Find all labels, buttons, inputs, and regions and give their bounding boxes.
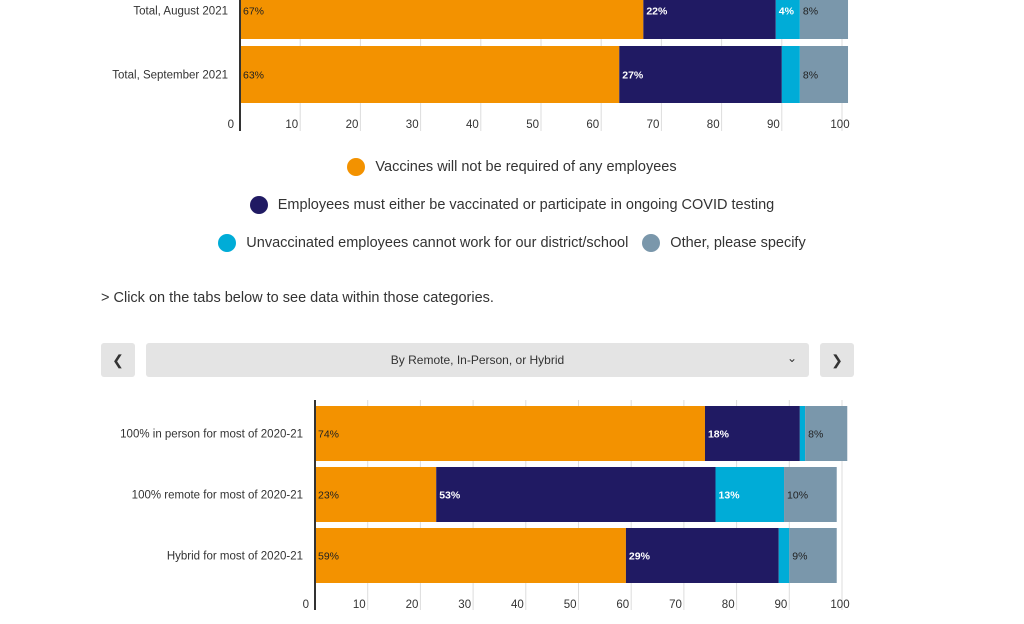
x-tick-label: 70 — [669, 599, 682, 611]
legend-item-other[interactable]: Other, please specify — [642, 234, 806, 252]
dropdown-selected-label: By Remote, In-Person, or Hybrid — [390, 353, 565, 367]
data-label: 8% — [803, 70, 818, 82]
data-label: 74% — [318, 429, 339, 441]
bar-segment-vax-or-test[interactable] — [619, 46, 782, 103]
bar-segment-other[interactable] — [799, 46, 849, 103]
bar-segment-not-required[interactable] — [315, 406, 705, 461]
x-tick-label: 0 — [228, 119, 234, 131]
x-tick-label: 60 — [586, 119, 599, 131]
bar-segment-unvax[interactable] — [781, 46, 800, 103]
bar-segment-vax-or-test[interactable] — [704, 406, 800, 461]
bar-segment-unvax[interactable] — [799, 406, 806, 461]
legend-row-3: Unvaccinated employees cannot work for o… — [0, 234, 1024, 252]
legend-marker-vax-or-test — [249, 196, 268, 214]
legend-item-unvax-cannot-work[interactable]: Unvaccinated employees cannot work for o… — [218, 234, 628, 252]
bar-segment-unvax[interactable] — [778, 528, 790, 583]
x-tick-label: 20 — [406, 599, 419, 611]
x-tick-label: 80 — [722, 599, 735, 611]
x-tick-label: 0 — [303, 599, 309, 611]
category-label: 100% in person for most of 2020-21 — [120, 429, 303, 441]
legend-label: Vaccines will not be required of any emp… — [375, 159, 677, 175]
bar-segment-unvax[interactable] — [715, 467, 785, 522]
data-label: 59% — [318, 551, 339, 563]
prev-tab-button[interactable]: ❮ — [101, 343, 135, 377]
bar-segment-not-required[interactable] — [240, 46, 620, 103]
data-label: 23% — [318, 490, 339, 502]
legend-row-1: Vaccines will not be required of any emp… — [0, 158, 1024, 176]
data-label: 9% — [792, 551, 807, 563]
data-label: 67% — [243, 6, 264, 18]
x-tick-label: 80 — [707, 119, 720, 131]
bar-segment-other[interactable] — [805, 406, 848, 461]
data-label: 10% — [787, 490, 808, 502]
x-tick-label: 60 — [616, 599, 629, 611]
bar-segment-vax-or-test[interactable] — [643, 0, 776, 39]
category-label: Total, September 2021 — [112, 70, 228, 82]
legend-row-2: Employees must either be vaccinated or p… — [0, 196, 1024, 214]
bar-segment-other[interactable] — [799, 0, 849, 39]
data-label: 53% — [439, 490, 461, 502]
legend-label: Unvaccinated employees cannot work for o… — [246, 235, 629, 251]
legend-marker-other — [642, 234, 661, 252]
bar-segment-other[interactable] — [784, 467, 837, 522]
bar-segment-not-required[interactable] — [240, 0, 644, 39]
data-label: 13% — [719, 490, 741, 502]
x-tick-label: 10 — [285, 119, 298, 131]
bar-segment-not-required[interactable] — [315, 528, 626, 583]
x-tick-label: 50 — [564, 599, 577, 611]
x-tick-label: 30 — [406, 119, 419, 131]
bar-segment-unvax[interactable] — [775, 0, 800, 39]
chart-top: 67% 22% 4% 8% Total, August 2021 63% 27% 8% Tota… — [112, 0, 850, 131]
category-dropdown[interactable]: By Remote, In-Person, or Hybrid ⌄ — [146, 343, 809, 377]
category-label: 100% remote for most of 2020-21 — [132, 490, 303, 502]
data-label: 29% — [629, 551, 651, 563]
chart-bottom: 74% 18% 8% 100% in person for most of 2020-… — [120, 400, 850, 611]
data-label: 63% — [243, 70, 264, 82]
x-tick-label: 20 — [346, 119, 359, 131]
data-label: 22% — [646, 6, 668, 18]
data-label: 18% — [708, 429, 730, 441]
bar-segment-other[interactable] — [789, 528, 837, 583]
legend-marker-unvax — [218, 234, 237, 252]
data-label: 8% — [808, 429, 823, 441]
data-label: 4% — [779, 6, 795, 18]
chevron-left-icon: ❮ — [112, 351, 124, 368]
bar-segment-not-required[interactable] — [315, 467, 437, 522]
bar-segment-vax-or-test[interactable] — [625, 528, 779, 583]
chevron-down-icon: ⌄ — [786, 351, 797, 365]
x-tick-label: 40 — [511, 599, 524, 611]
x-tick-label: 40 — [466, 119, 479, 131]
chevron-right-icon: ❯ — [831, 351, 843, 368]
next-tab-button[interactable]: ❯ — [820, 343, 854, 377]
category-label: Hybrid for most of 2020-21 — [167, 551, 303, 563]
x-tick-label: 50 — [526, 119, 539, 131]
legend-item-not-required[interactable]: Vaccines will not be required of any emp… — [347, 158, 677, 176]
x-tick-label: 90 — [775, 599, 788, 611]
legend-label: Employees must either be vaccinated or p… — [277, 197, 775, 213]
x-tick-label: 100 — [830, 119, 849, 131]
x-tick-label: 10 — [353, 599, 366, 611]
legend-item-vax-or-test[interactable]: Employees must either be vaccinated or p… — [249, 196, 775, 214]
x-tick-label: 70 — [647, 119, 660, 131]
bar-segment-vax-or-test[interactable] — [436, 467, 716, 522]
x-tick-label: 90 — [767, 119, 780, 131]
x-tick-label: 100 — [830, 599, 849, 611]
category-label: Total, August 2021 — [133, 6, 228, 18]
legend-label: Other, please specify — [670, 235, 806, 251]
data-label: 27% — [622, 70, 644, 82]
data-label: 8% — [803, 6, 818, 18]
instruction-note: > Click on the tabs below to see data wi… — [101, 290, 494, 306]
legend-marker-not-required — [347, 158, 366, 176]
x-tick-label: 30 — [458, 599, 471, 611]
